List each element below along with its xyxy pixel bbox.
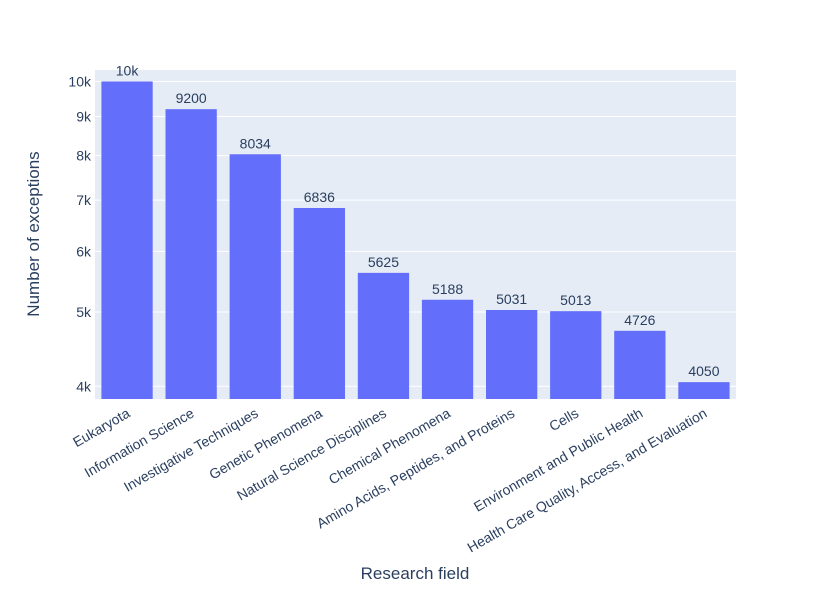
bar: [165, 109, 217, 399]
y-tick-label: 8k: [76, 148, 92, 164]
bar: [550, 311, 602, 399]
bar: [486, 309, 538, 399]
bar-value-label: 4726: [624, 312, 655, 328]
bar-value-label: 6836: [304, 189, 335, 205]
bar-value-label: 5031: [496, 291, 527, 307]
bar-value-label: 5188: [432, 281, 463, 297]
y-tick-label: 5k: [76, 304, 92, 320]
y-axis-ticks: 4k 5k 6k 7k 8k 9k 10k: [68, 73, 92, 394]
bar-value-label: 10k: [116, 62, 140, 78]
y-tick-label: 10k: [68, 73, 92, 89]
y-tick-label: 6k: [76, 243, 92, 259]
bar-value-label: 4050: [688, 363, 719, 379]
x-tick-label: Information Science: [81, 405, 196, 481]
x-tick-label: Cells: [546, 405, 581, 434]
bar: [678, 382, 730, 399]
y-tick-label: 7k: [76, 192, 92, 208]
y-tick-label: 4k: [76, 378, 92, 394]
bar: [101, 81, 153, 400]
y-tick-label: 9k: [76, 108, 92, 124]
bar-value-label: 5013: [560, 292, 591, 308]
bar: [293, 207, 345, 399]
bar: [357, 272, 410, 399]
bars: [101, 81, 730, 400]
bar-value-label: 9200: [176, 90, 207, 106]
bar: [614, 330, 666, 399]
bar: [229, 154, 281, 399]
y-axis-title: Number of exceptions: [24, 151, 43, 316]
x-axis-title: Research field: [361, 564, 470, 583]
bar-value-label: 5625: [368, 254, 399, 270]
bar-labels: 10k 9200 8034 6836 5625 5188 5031 5013 4726 4050: [116, 62, 720, 379]
bar-value-label: 8034: [240, 135, 271, 151]
bar: [421, 299, 474, 399]
